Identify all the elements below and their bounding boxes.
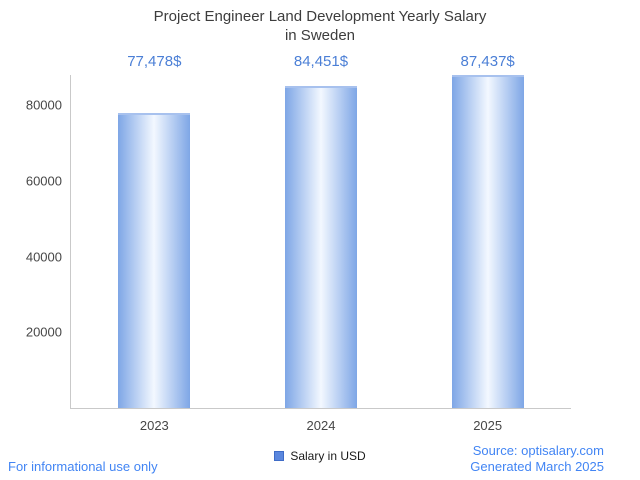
chart-title-line2: in Sweden [284,27,356,44]
x-label-2025: 2025 [473,418,503,433]
y-tick-80000: 80000 [25,97,62,113]
generated-text: Generated March 2025 [470,459,604,474]
value-label-2025: 87,437$ [460,53,515,70]
value-label-2024: 84,451$ [293,53,349,70]
y-tick-40000: 40000 [25,249,62,265]
plot-area: 20000 40000 60000 80000 77,478$ 2023 84,… [26,53,571,433]
disclaimer-text: For informational use only [8,459,158,474]
x-label-2023: 2023 [139,418,169,433]
source-block: Source: optisalary.com Generated March 2… [470,443,604,475]
legend-label: Salary in USD [290,449,366,463]
bar-2023 [118,112,191,408]
x-label-2024: 2024 [306,418,336,433]
bar-2024 [284,86,357,408]
y-tick-20000: 20000 [25,324,62,340]
y-tick-60000: 60000 [25,173,62,189]
value-label-2023: 77,478$ [127,53,182,70]
legend-swatch-icon [274,451,285,461]
bar-group-2024: 84,451$ 2024 [238,53,405,433]
bar-group-2025: 87,437$ 2025 [404,53,571,433]
chart-title-line1: Project Engineer Land Development Yearly… [153,8,487,25]
source-text: Source: optisalary.com [472,443,604,458]
legend: Salary in USD [0,449,640,463]
chart-title: Project Engineer Land Development Yearly… [0,7,640,45]
bar-2025 [451,75,524,408]
bar-group-2023: 77,478$ 2023 [71,53,238,433]
